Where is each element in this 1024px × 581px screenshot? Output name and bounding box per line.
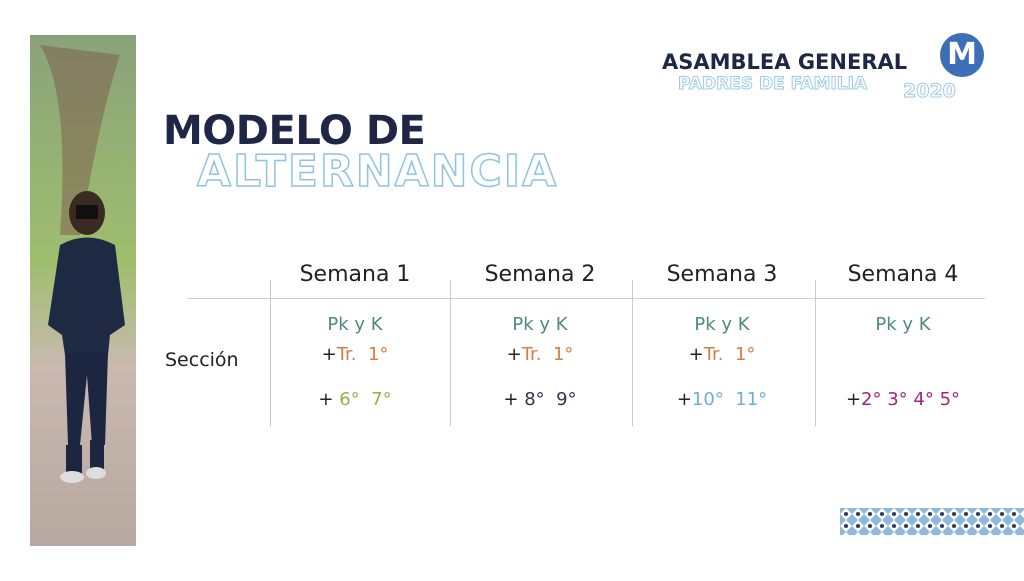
plus: +	[318, 389, 334, 410]
cell-line: + 6° 7°	[318, 389, 391, 410]
cell-text: Pk y K	[512, 314, 568, 335]
cell-text: Pk y K	[327, 314, 383, 335]
photo	[30, 35, 136, 546]
plus: +	[321, 344, 337, 365]
column-header: Semana 1	[299, 262, 411, 287]
cell-line: +Tr. 1°	[322, 344, 389, 365]
plus: +	[503, 389, 519, 410]
logo-mark: M	[940, 33, 984, 77]
heading-line2: ALTERNANCIA	[196, 145, 559, 198]
cell-text: 6° 7°	[333, 389, 392, 410]
cell-text: Tr. 1°	[336, 344, 389, 365]
column-header: Semana 4	[847, 262, 959, 287]
logo-subtitle: PADRES DE FAMILIA	[677, 74, 868, 95]
pattern	[840, 508, 1024, 535]
plus: +	[688, 344, 704, 365]
column-divider	[450, 280, 451, 426]
cell-text: Pk y K	[694, 314, 750, 335]
cell-text: 2° 3° 4° 5°	[861, 389, 961, 410]
plus: +	[506, 344, 522, 365]
column-divider	[632, 280, 633, 426]
plus: +	[676, 389, 692, 410]
cell-line: +Tr. 1°	[507, 344, 574, 365]
table-rule	[187, 298, 985, 299]
logo-year: 2020	[903, 80, 957, 103]
cell-line: +10° 11°	[677, 389, 767, 410]
column-header: Semana 2	[484, 262, 596, 287]
cell-text: Tr. 1°	[703, 344, 756, 365]
cell-text: Pk y K	[875, 314, 931, 335]
cell-line: +Tr. 1°	[689, 344, 756, 365]
cell-text: 10° 11°	[691, 389, 768, 410]
heading-line1: MODELO DE	[163, 108, 426, 154]
plus: +	[845, 389, 862, 410]
column-divider	[815, 280, 816, 426]
column-header: Semana 3	[666, 262, 778, 287]
column-divider	[270, 280, 271, 426]
cell-text: 8° 9°	[518, 389, 577, 410]
row-label: Sección	[165, 349, 239, 371]
logo-title: ASAMBLEA GENERAL	[662, 50, 908, 74]
cell-line: + 8° 9°	[503, 389, 576, 410]
cell-line: +2° 3° 4° 5°	[846, 389, 960, 410]
cell-text: Tr. 1°	[521, 344, 574, 365]
